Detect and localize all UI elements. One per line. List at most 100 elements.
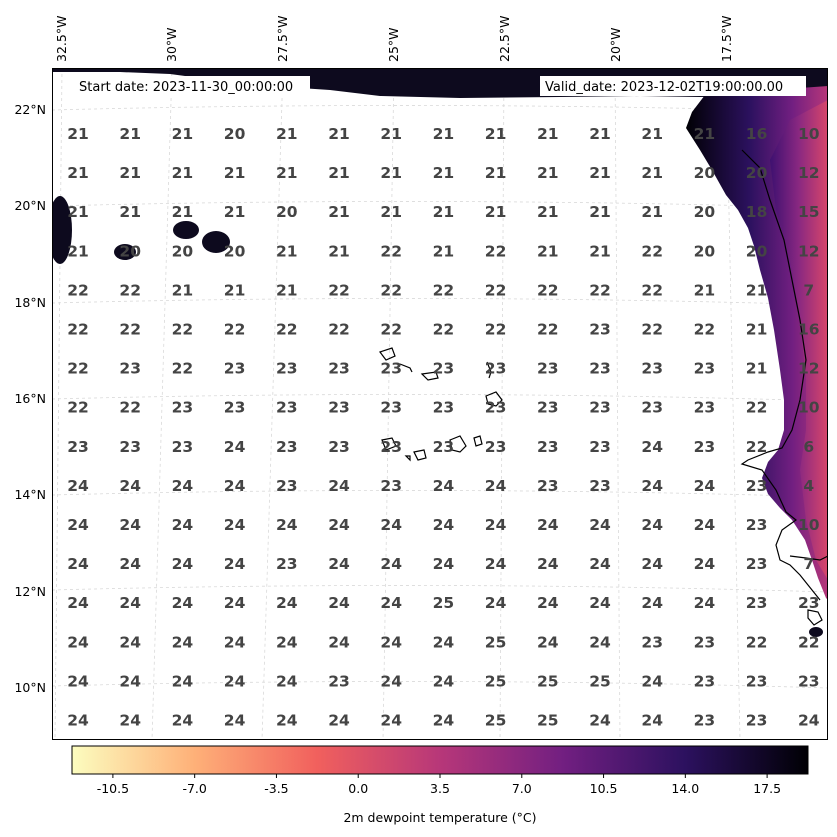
grid-value: 24	[798, 712, 820, 730]
grid-value: 24	[380, 516, 402, 534]
grid-value: 4	[803, 477, 814, 495]
grid-value: 22	[172, 321, 194, 339]
grid-value: 21	[537, 164, 559, 182]
lon-tick-label: 27.5°W	[275, 16, 290, 62]
west-blob	[52, 196, 72, 264]
grid-value: 24	[276, 633, 298, 651]
grid-value: 21	[433, 164, 455, 182]
colorbar-tick-label: 10.5	[590, 781, 618, 796]
grid-value: 24	[433, 477, 455, 495]
grid-value: 23	[119, 438, 141, 456]
grid-value: 24	[172, 633, 194, 651]
grid-value: 23	[67, 438, 89, 456]
grid-value: 24	[67, 672, 89, 690]
colorbar-tick-label: 14.0	[671, 781, 699, 796]
grid-value: 22	[224, 321, 246, 339]
grid-value: 22	[67, 360, 89, 378]
grid-value: 24	[172, 477, 194, 495]
grid-value: 21	[694, 125, 716, 143]
grid-value: 23	[380, 438, 402, 456]
grid-value: 24	[67, 594, 89, 612]
grid-value: 25	[485, 633, 507, 651]
grid-value: 25	[433, 594, 455, 612]
africa-coast-inner	[770, 100, 828, 580]
grid-value: 23	[433, 399, 455, 417]
grid-value: 20	[694, 242, 716, 260]
grid-value: 21	[485, 125, 507, 143]
grid-value: 23	[694, 633, 716, 651]
grid-value: 15	[798, 203, 820, 221]
grid-value: 12	[798, 164, 820, 182]
grid-value: 24	[694, 516, 716, 534]
grid-value: 23	[694, 672, 716, 690]
grid-value: 24	[276, 594, 298, 612]
grid-value: 22	[746, 438, 768, 456]
lon-tick-label: 22.5°W	[497, 16, 512, 62]
grid-value: 21	[641, 164, 663, 182]
grid-value: 23	[380, 360, 402, 378]
grid-value: 24	[433, 516, 455, 534]
grid-value: 24	[224, 594, 246, 612]
start-date-label: Start date: 2023-11-30_00:00:00	[79, 80, 293, 95]
grid-value: 23	[485, 399, 507, 417]
grid-value: 24	[641, 438, 663, 456]
grid-value: 23	[119, 360, 141, 378]
grid-value: 22	[119, 321, 141, 339]
grid-value: 23	[589, 399, 611, 417]
grid-value: 21	[537, 125, 559, 143]
grid-value: 24	[172, 516, 194, 534]
grid-value: 24	[67, 633, 89, 651]
grid-value: 23	[224, 360, 246, 378]
grid-value: 22	[67, 281, 89, 299]
blob-3	[202, 231, 230, 253]
grid-value: 22	[746, 633, 768, 651]
grid-value: 23	[746, 712, 768, 730]
grid-value: 24	[119, 633, 141, 651]
grid-value: 24	[380, 594, 402, 612]
grid-value: 23	[485, 360, 507, 378]
lat-tick-label: 12°N	[14, 584, 46, 599]
grid-value: 24	[641, 712, 663, 730]
grid-value: 23	[798, 672, 820, 690]
grid-value: 23	[224, 399, 246, 417]
grid-value: 24	[589, 516, 611, 534]
grid-value: 12	[798, 242, 820, 260]
grid-value: 21	[641, 203, 663, 221]
grid-value: 21	[119, 203, 141, 221]
grid-value: 20	[224, 242, 246, 260]
grid-value: 24	[172, 594, 194, 612]
grid-value: 21	[276, 281, 298, 299]
grid-value: 22	[746, 399, 768, 417]
colorbar-gradient	[71, 745, 809, 775]
grid-value: 25	[485, 672, 507, 690]
grid-value: 22	[433, 281, 455, 299]
grid-value: 24	[380, 633, 402, 651]
grid-value: 24	[694, 594, 716, 612]
lon-tick-label: 30°W	[164, 27, 179, 62]
lon-tick-label: 25°W	[386, 27, 401, 62]
lon-tick-label: 32.5°W	[54, 16, 69, 62]
grid-value: 23	[537, 360, 559, 378]
grid-value: 21	[433, 125, 455, 143]
grid-value: 24	[276, 516, 298, 534]
colorbar-label: 2m dewpoint temperature (°C)	[343, 810, 536, 825]
grid-value: 24	[119, 712, 141, 730]
grid-value: 24	[119, 555, 141, 573]
grid-value: 16	[746, 125, 768, 143]
grid-value: 23	[589, 477, 611, 495]
grid-value: 21	[276, 242, 298, 260]
coastlines	[379, 149, 828, 626]
grid-value: 22	[380, 242, 402, 260]
blob-1	[114, 244, 136, 260]
grid-value: 22	[641, 281, 663, 299]
latitude-labels: 22°N 20°N 18°N 16°N 14°N 12°N 10°N	[14, 102, 46, 695]
valid-date-box: Valid_date: 2023-12-02T19:00:00.00	[540, 76, 806, 96]
grid-value: 21	[537, 242, 559, 260]
grid-value: 21	[119, 164, 141, 182]
grid-value: 24	[589, 555, 611, 573]
grid-value: 24	[485, 477, 507, 495]
grid-value: 24	[433, 555, 455, 573]
grid-value: 23	[276, 555, 298, 573]
grid-value: 22	[641, 321, 663, 339]
grid-value: 24	[224, 516, 246, 534]
